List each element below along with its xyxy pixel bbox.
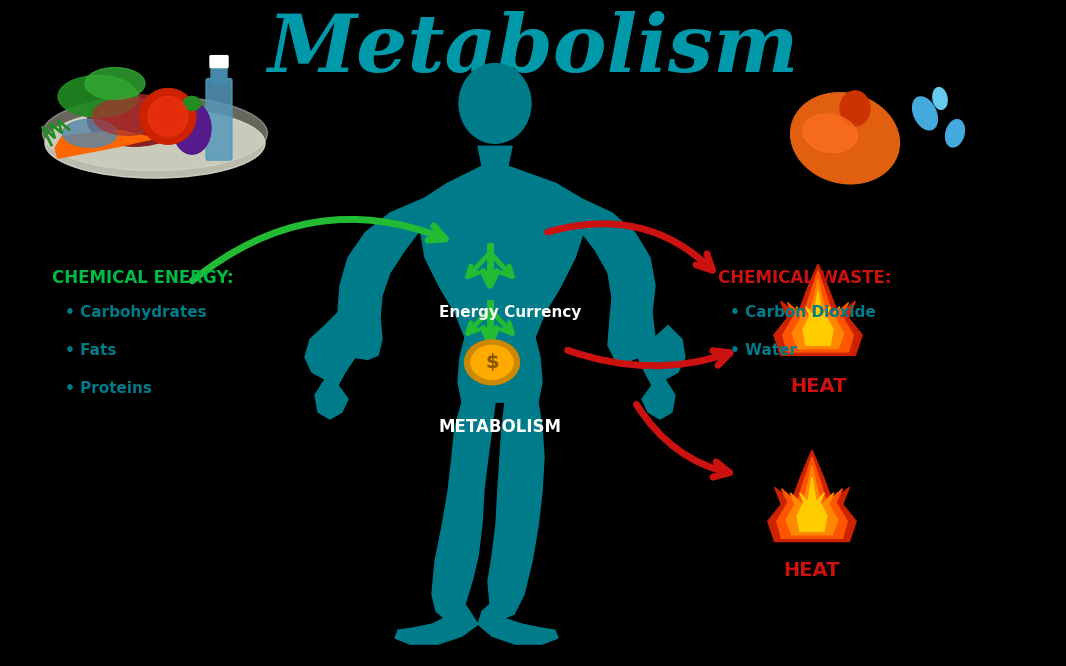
- Polygon shape: [478, 147, 512, 166]
- Ellipse shape: [946, 120, 965, 147]
- Text: • Carbohydrates: • Carbohydrates: [65, 305, 207, 320]
- Circle shape: [148, 97, 188, 137]
- Polygon shape: [768, 450, 856, 541]
- Polygon shape: [777, 457, 847, 538]
- Ellipse shape: [85, 67, 145, 99]
- Polygon shape: [395, 604, 478, 644]
- Ellipse shape: [93, 97, 163, 135]
- Polygon shape: [803, 291, 833, 345]
- Circle shape: [140, 89, 196, 145]
- Ellipse shape: [459, 63, 531, 143]
- Polygon shape: [458, 338, 542, 402]
- Ellipse shape: [173, 103, 211, 155]
- Polygon shape: [432, 402, 495, 618]
- Ellipse shape: [803, 114, 857, 153]
- Polygon shape: [555, 183, 655, 362]
- Text: HEAT: HEAT: [790, 377, 846, 396]
- Text: • Carbon Dioxide: • Carbon Dioxide: [730, 305, 876, 320]
- Ellipse shape: [465, 340, 519, 385]
- Ellipse shape: [45, 109, 265, 178]
- Polygon shape: [488, 402, 544, 618]
- Ellipse shape: [912, 97, 937, 130]
- Polygon shape: [478, 604, 558, 644]
- FancyArrowPatch shape: [548, 224, 712, 270]
- Polygon shape: [774, 264, 862, 356]
- Text: $: $: [485, 353, 499, 372]
- Polygon shape: [792, 280, 844, 348]
- FancyBboxPatch shape: [211, 63, 227, 85]
- FancyBboxPatch shape: [206, 79, 232, 161]
- FancyBboxPatch shape: [210, 56, 228, 67]
- Polygon shape: [786, 466, 838, 535]
- Ellipse shape: [791, 93, 900, 184]
- Ellipse shape: [43, 96, 268, 170]
- FancyArrowPatch shape: [636, 404, 730, 477]
- Ellipse shape: [63, 119, 117, 147]
- Text: • Proteins: • Proteins: [65, 381, 151, 396]
- Ellipse shape: [183, 97, 201, 111]
- Ellipse shape: [87, 95, 182, 147]
- Text: METABOLISM: METABOLISM: [438, 418, 562, 436]
- Polygon shape: [338, 183, 448, 360]
- Polygon shape: [797, 478, 827, 531]
- Polygon shape: [305, 312, 368, 419]
- Text: Energy Currency: Energy Currency: [439, 305, 581, 320]
- Ellipse shape: [933, 88, 948, 109]
- Polygon shape: [420, 166, 585, 338]
- Polygon shape: [55, 131, 155, 159]
- Text: CHEMICAL WASTE:: CHEMICAL WASTE:: [718, 268, 891, 286]
- Polygon shape: [625, 312, 685, 419]
- Text: • Fats: • Fats: [65, 343, 116, 358]
- Text: Metabolism: Metabolism: [268, 11, 798, 88]
- Ellipse shape: [840, 91, 870, 126]
- Ellipse shape: [58, 75, 138, 117]
- FancyArrowPatch shape: [567, 350, 730, 366]
- FancyArrowPatch shape: [192, 219, 446, 281]
- Text: CHEMICAL ENERGY:: CHEMICAL ENERGY:: [52, 268, 233, 286]
- Text: • Water: • Water: [730, 343, 797, 358]
- Text: HEAT: HEAT: [784, 561, 840, 581]
- Ellipse shape: [471, 346, 513, 379]
- Polygon shape: [782, 270, 854, 352]
